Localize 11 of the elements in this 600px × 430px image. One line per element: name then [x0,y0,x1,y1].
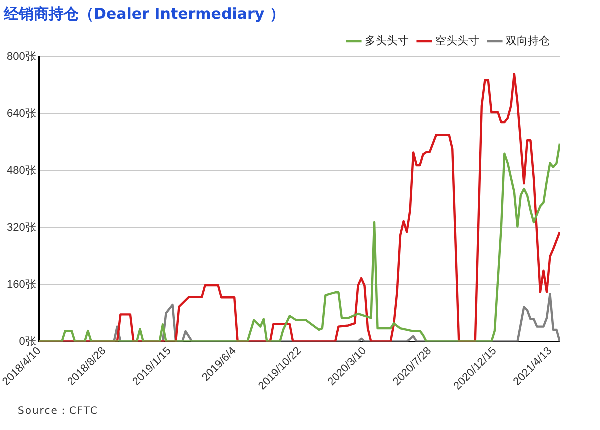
legend-label: 空头头寸 [436,34,480,48]
source-note: Source：CFTC [18,405,98,418]
y-tick-label: 160张 [6,278,36,291]
y-tick-label: 800张 [6,50,36,64]
y-tick-label: 0张 [19,334,36,348]
y-tick-label: 480张 [6,164,36,177]
legend-label: 多头头寸 [365,34,409,48]
y-tick-label: 640张 [6,106,36,120]
legend-label: 双向持仓 [506,36,550,48]
y-tick-label: 320张 [6,220,36,234]
chart-title: 经销商持仓（Dealer Intermediary ） [3,4,285,23]
